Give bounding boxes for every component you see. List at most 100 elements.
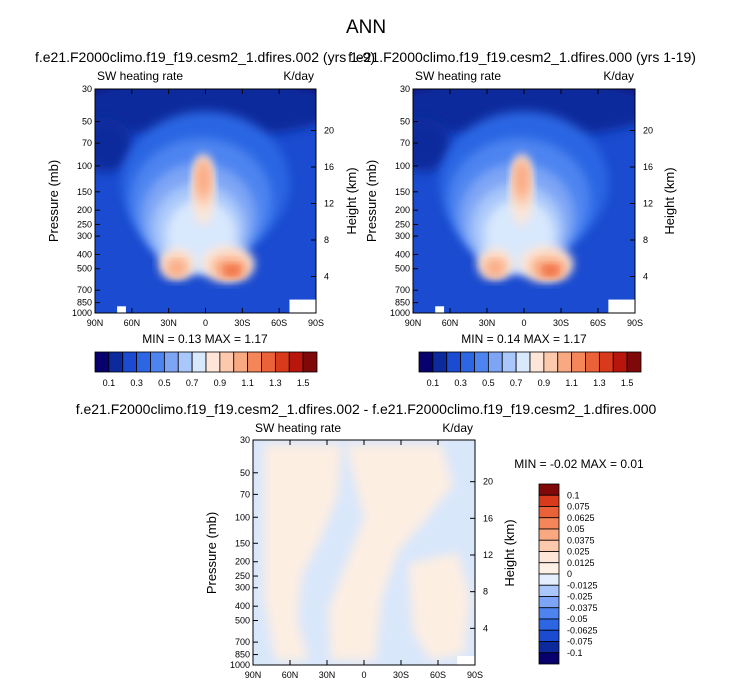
panel-top-left: f.e21.F2000climo.f19_f19.cesm2_1.dfires.… — [35, 49, 375, 388]
panel2-right-label: K/day — [603, 69, 634, 83]
x-tick-label: 60N — [442, 318, 459, 328]
contour-fill — [408, 552, 471, 661]
y-tick-label: 500 — [235, 616, 250, 626]
contour-fill — [264, 444, 342, 661]
panel3-title: f.e21.F2000climo.f19_f19.cesm2_1.dfires.… — [76, 401, 657, 417]
panel3-right-label: K/day — [442, 421, 473, 435]
colorbar-swatch — [538, 629, 560, 642]
colorbar-label: 1.3 — [269, 378, 282, 388]
colorbar-label: 0.0625 — [567, 513, 595, 523]
panel-top-right: f.e21.F2000climo.f19_f19.cesm2_1.dfires.… — [348, 49, 696, 388]
y-tick-label: 30 — [240, 435, 250, 445]
colorbar-swatch — [538, 539, 560, 552]
panel1-stats: MIN = 0.13 MAX = 1.17 — [142, 332, 268, 346]
y-tick-label: 200 — [235, 557, 250, 567]
contour-fill — [95, 118, 133, 172]
colorbar-swatch — [538, 652, 560, 665]
contour-fill — [543, 266, 558, 275]
panel1-ylabel-right: Height (km) — [344, 167, 359, 234]
panel1-ylabel: Pressure (mb) — [46, 160, 61, 242]
panel2-ylabel: Pressure (mb) — [364, 160, 379, 242]
colorbar-swatch — [274, 351, 290, 373]
colorbar-label: 1.1 — [565, 378, 578, 388]
colorbar-swatch — [163, 351, 179, 373]
colorbar-label: 0.3 — [130, 378, 143, 388]
y-tick-label: 50 — [240, 468, 250, 478]
x-tick-label: 30N — [319, 670, 336, 680]
colorbar-swatch — [538, 596, 560, 609]
panel2-plot-area — [413, 89, 635, 313]
y-tick-label: 150 — [77, 187, 92, 197]
y-tick-label: 150 — [235, 538, 250, 548]
height-tick-label: 4 — [483, 623, 488, 633]
height-tick-label: 20 — [324, 125, 334, 135]
x-tick-label: 30S — [553, 318, 569, 328]
colorbar-label: 0.1 — [103, 378, 116, 388]
y-tick-label: 300 — [235, 583, 250, 593]
height-tick-label: 12 — [643, 198, 653, 208]
colorbar-label: 0.025 — [567, 547, 590, 557]
panel3-ylabel: Pressure (mb) — [204, 512, 219, 594]
y-tick-label: 300 — [395, 231, 410, 241]
panel2-ylabel-right: Height (km) — [662, 167, 677, 234]
colorbar-swatch — [474, 351, 489, 373]
colorbar-swatch — [233, 351, 249, 373]
colorbar-swatch — [538, 584, 560, 597]
missing-data — [289, 299, 316, 313]
colorbar-swatch — [585, 351, 600, 373]
colorbar-swatch — [538, 517, 560, 530]
colorbar-swatch — [247, 351, 262, 373]
x-tick-label: 90S — [467, 670, 483, 680]
y-tick-label: 150 — [395, 187, 410, 197]
colorbar-label: 0.7 — [510, 378, 523, 388]
colorbar-swatch — [418, 351, 434, 373]
x-tick-label: 0 — [203, 318, 208, 328]
colorbar-swatch — [557, 351, 573, 373]
colorbar-swatch — [432, 351, 448, 373]
colorbar-label: 1.3 — [593, 378, 606, 388]
colorbar-swatch — [205, 351, 221, 373]
colorbar-swatch — [538, 506, 560, 519]
height-tick-label: 4 — [324, 271, 329, 281]
colorbar-swatch — [538, 528, 560, 541]
colorbar-swatch — [538, 573, 560, 586]
colorbar-swatch — [538, 494, 560, 507]
colorbar-swatch — [538, 551, 560, 564]
colorbar-label: 0.9 — [538, 378, 551, 388]
colorbar-swatch — [302, 351, 318, 373]
colorbar-label: 0.5 — [158, 378, 171, 388]
colorbar-label: -0.0375 — [567, 603, 598, 613]
colorbar-label: -0.05 — [567, 614, 588, 624]
colorbar-label: 0 — [567, 569, 572, 579]
y-tick-label: 700 — [235, 637, 250, 647]
y-tick-label: 70 — [400, 138, 410, 148]
colorbar-swatch — [501, 351, 517, 373]
y-tick-label: 50 — [82, 117, 92, 127]
colorbar-swatch — [150, 351, 165, 373]
y-tick-label: 70 — [240, 489, 250, 499]
colorbar-swatch — [515, 351, 531, 373]
y-tick-label: 500 — [395, 264, 410, 274]
colorbar-swatch — [191, 351, 207, 373]
y-tick-label: 30 — [400, 84, 410, 94]
colorbar-label: -0.1 — [567, 648, 583, 658]
colorbar-swatch — [219, 351, 235, 373]
height-tick-label: 8 — [643, 235, 648, 245]
colorbar-swatch — [487, 351, 503, 373]
y-tick-label: 200 — [395, 205, 410, 215]
panel1-right-label: K/day — [283, 69, 314, 83]
missing-data — [117, 306, 126, 313]
colorbar-swatch — [538, 562, 560, 575]
contour-fill — [328, 444, 453, 661]
y-tick-label: 100 — [77, 161, 92, 171]
y-tick-label: 850 — [395, 298, 410, 308]
y-tick-label: 100 — [395, 161, 410, 171]
x-tick-label: 30N — [160, 318, 177, 328]
y-tick-label: 50 — [400, 117, 410, 127]
colorbar-label: -0.025 — [567, 592, 593, 602]
y-tick-label: 850 — [235, 650, 250, 660]
x-tick-label: 30S — [234, 318, 250, 328]
y-tick-label: 1000 — [230, 660, 250, 670]
panel2-title: f.e21.F2000climo.f19_f19.cesm2_1.dfires.… — [348, 49, 696, 65]
height-tick-label: 16 — [643, 162, 653, 172]
